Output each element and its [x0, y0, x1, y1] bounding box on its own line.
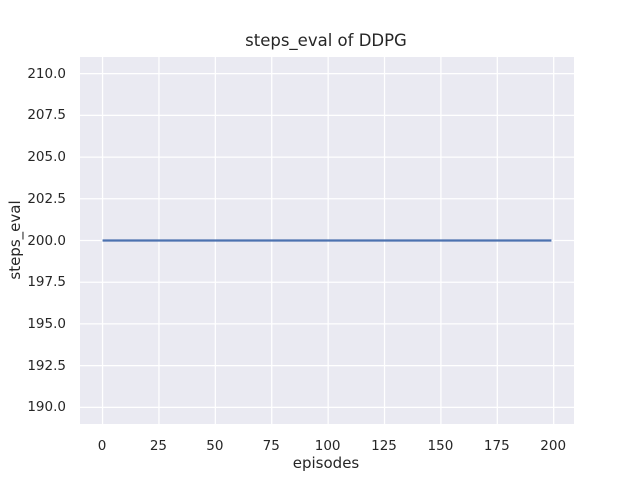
- y-tick-label: 195.0: [27, 315, 66, 332]
- chart-title: steps_eval of DDPG: [245, 31, 407, 50]
- x-tick-label: 0: [97, 438, 107, 454]
- x-tick-label: 175: [483, 438, 510, 454]
- y-tick-label: 205.0: [27, 149, 66, 166]
- y-tick-label: 190.0: [27, 399, 66, 416]
- x-axis-label: episodes: [292, 454, 360, 472]
- y-tick-label: 197.5: [27, 274, 66, 291]
- y-tick-label: 200.0: [27, 232, 66, 249]
- y-tick-label: 202.5: [27, 190, 66, 207]
- x-tick-label: 150: [427, 438, 454, 454]
- x-tick-label: 50: [206, 438, 224, 454]
- plot-area: [79, 57, 574, 424]
- x-tick-label: 100: [314, 438, 341, 454]
- x-tick-label: 200: [540, 438, 567, 454]
- x-tick-label: 125: [371, 438, 397, 454]
- x-tick-label: 25: [149, 438, 168, 454]
- y-tick-label: 210.0: [27, 65, 66, 82]
- x-tick-label: 75: [262, 438, 280, 454]
- y-tick-label: 207.5: [27, 107, 66, 124]
- y-tick-label: 192.5: [27, 357, 66, 374]
